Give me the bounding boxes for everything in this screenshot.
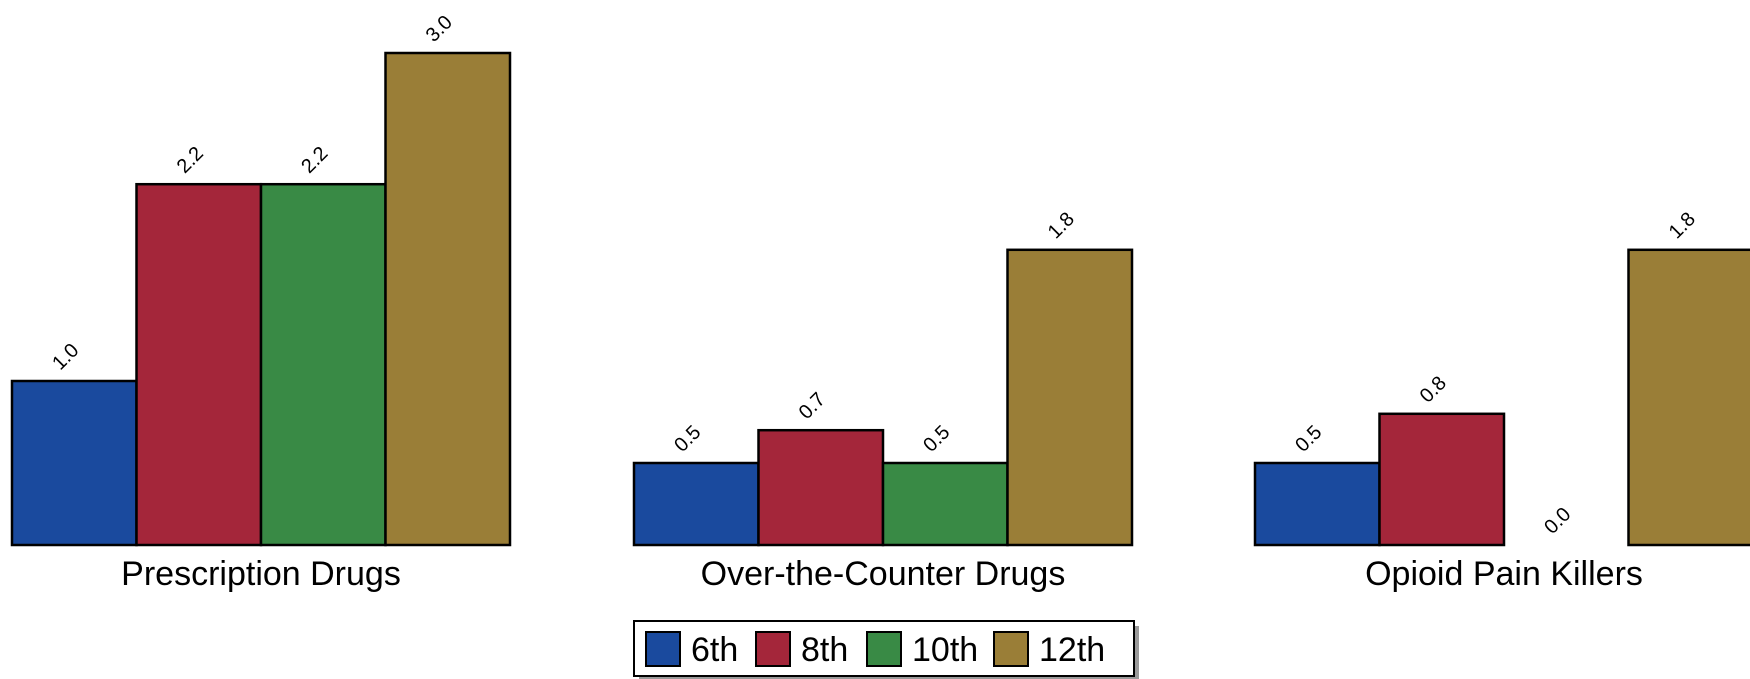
bar-10th-1 [881,461,1009,547]
bars-layer [10,51,1750,547]
bar-value-label: 0.8 [1416,372,1451,407]
category-label: Over-the-Counter Drugs [701,555,1066,593]
category-label: Prescription Drugs [121,555,401,593]
bar-10th-0 [259,182,387,547]
bar-value-label: 1.0 [48,339,83,374]
bar-value-label: 0.5 [1291,421,1326,456]
legend-label-10th: 10th [912,631,978,669]
bar-12th-1 [1006,248,1134,547]
legend-swatch-10th [866,631,902,667]
bar-8th-2 [1378,412,1506,547]
bar-value-label: 2.2 [297,143,332,178]
legend-label-8th: 8th [801,631,848,669]
bar-value-label: 3.0 [422,11,457,46]
category-label: Opioid Pain Killers [1365,555,1643,593]
bar-12th-2 [1627,248,1750,547]
category-labels-layer: Prescription Drugs Over-the-Counter Drugs… [121,555,1643,593]
legend-swatch-6th [645,631,681,667]
bar-value-label: 0.7 [795,389,830,424]
bar-value-label: 2.2 [173,143,208,178]
bar-12th-0 [384,51,512,547]
bar-6th-2 [1253,461,1381,547]
legend-swatch-12th [993,631,1029,667]
bar-value-label: 1.8 [1665,208,1700,243]
bar-value-label: 0.5 [919,421,954,456]
bar-6th-0 [10,379,138,547]
legend-label-6th: 6th [691,631,738,669]
bar-6th-1 [632,461,760,547]
bar-8th-0 [135,182,263,547]
bar-value-label: 0.0 [1540,503,1575,538]
legend-swatch-8th [755,631,791,667]
legend-label-12th: 12th [1039,631,1105,669]
bar-value-label: 1.8 [1044,208,1079,243]
bar-value-label: 0.5 [670,421,705,456]
legend: 6th 8th 10th 12th [633,620,1139,679]
bar-8th-1 [757,428,885,547]
